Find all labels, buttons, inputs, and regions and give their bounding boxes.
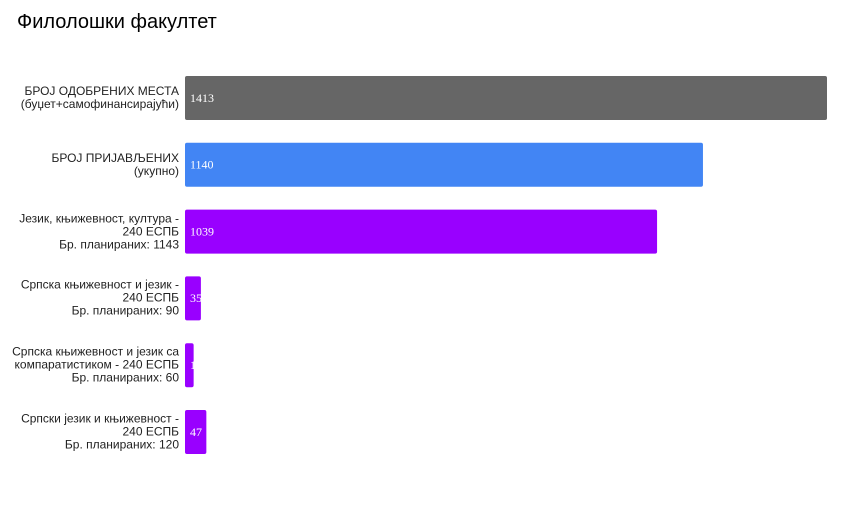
bar xyxy=(185,209,658,254)
value-label: 1039 xyxy=(190,224,214,238)
category-label: БРОЈ ПРИЈАВЉЕНИХ (укупно) xyxy=(51,150,179,178)
category-label: Српски језик и књижевност - 240 ЕСПБ Бр.… xyxy=(21,411,179,452)
value-label: 19 xyxy=(190,358,202,372)
category-label: Српска књижевност и језик - 240 ЕСПБ Бр.… xyxy=(20,277,179,318)
bar xyxy=(185,76,827,120)
value-label: 1413 xyxy=(190,91,214,105)
value-label: 35 xyxy=(190,291,202,305)
bar xyxy=(185,276,201,321)
category-label: БРОЈ ОДОБРЕНИХ МЕСТА (буџет+самофинансир… xyxy=(20,84,179,111)
value-label: 47 xyxy=(190,425,202,439)
bar xyxy=(185,410,207,454)
bar xyxy=(185,343,194,388)
category-label: Српска књижевност и језик са компаратист… xyxy=(12,344,179,385)
chart-title: Филолошки факултет xyxy=(17,11,217,33)
category-label: Језик, књижевност, култура - 240 ЕСПБ Бр… xyxy=(19,211,179,252)
bar xyxy=(185,142,703,187)
value-label: 1140 xyxy=(190,158,214,172)
